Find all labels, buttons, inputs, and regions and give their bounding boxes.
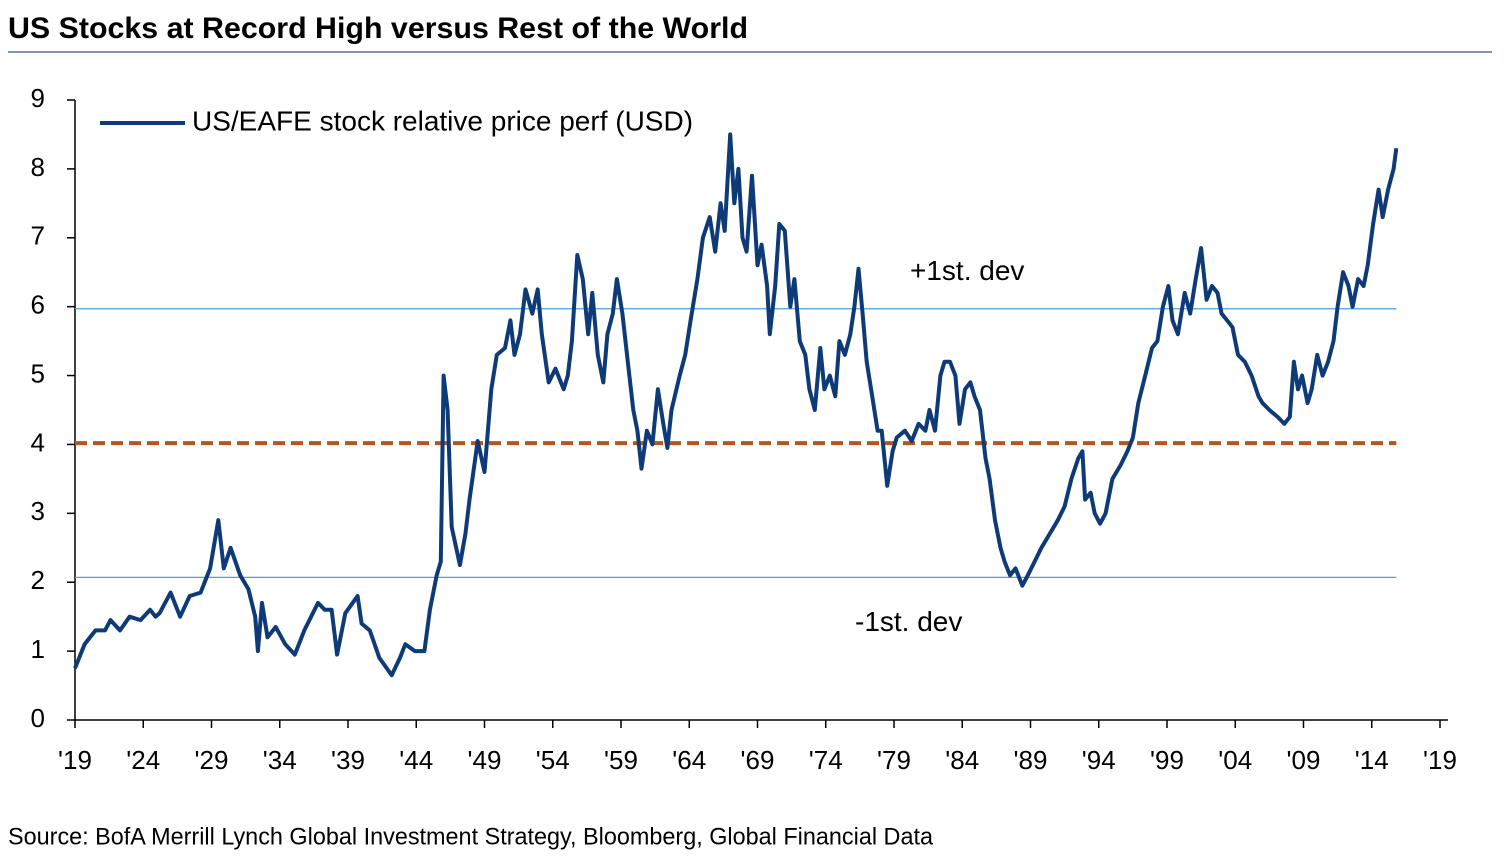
y-tick-label: 3: [31, 496, 45, 526]
x-tick-label: '09: [1287, 745, 1321, 775]
x-tick-label: '24: [126, 745, 160, 775]
x-tick-label: '64: [672, 745, 706, 775]
x-tick-label: '54: [536, 745, 570, 775]
y-tick-label: 2: [31, 565, 45, 595]
x-tick-label: '89: [1014, 745, 1048, 775]
x-tick-label: '14: [1355, 745, 1389, 775]
x-tick-label: '84: [945, 745, 979, 775]
x-tick-label: '19: [1423, 745, 1457, 775]
x-tick-label: '59: [604, 745, 638, 775]
y-tick-label: 7: [31, 221, 45, 251]
legend-label: US/EAFE stock relative price perf (USD): [192, 105, 693, 136]
source-note: Source: BofA Merrill Lynch Global Invest…: [8, 823, 934, 850]
chart-title: US Stocks at Record High versus Rest of …: [8, 12, 748, 45]
x-tick-label: '99: [1150, 745, 1184, 775]
x-tick-label: '34: [263, 745, 297, 775]
x-tick-label: '49: [468, 745, 502, 775]
y-tick-label: 5: [31, 358, 45, 388]
y-tick-label: 6: [31, 290, 45, 320]
x-tick-label: '69: [741, 745, 775, 775]
x-tick-label: '29: [195, 745, 229, 775]
y-tick-label: 8: [31, 152, 45, 182]
y-tick-label: 0: [31, 703, 45, 733]
x-tick-label: '44: [399, 745, 433, 775]
x-tick-label: '04: [1218, 745, 1252, 775]
series-line: [73, 132, 1399, 678]
x-tick-label: '39: [331, 745, 365, 775]
std-dev-label: -1st. dev: [855, 606, 962, 637]
y-tick-label: 4: [31, 427, 45, 457]
std-dev-label: +1st. dev: [910, 255, 1024, 286]
x-tick-label: '79: [877, 745, 911, 775]
y-tick-label: 9: [31, 83, 45, 113]
y-tick-label: 1: [31, 634, 45, 664]
x-tick-label: '94: [1082, 745, 1116, 775]
x-tick-label: '74: [809, 745, 843, 775]
x-tick-label: '19: [58, 745, 92, 775]
